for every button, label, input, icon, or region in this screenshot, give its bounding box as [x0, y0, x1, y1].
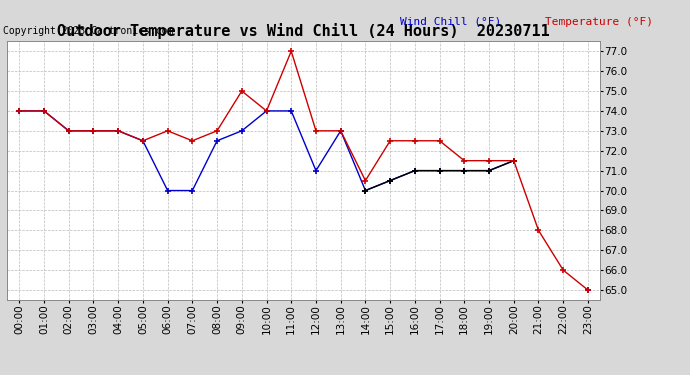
Text: Temperature (°F): Temperature (°F) — [545, 17, 653, 27]
Title: Outdoor Temperature vs Wind Chill (24 Hours)  20230711: Outdoor Temperature vs Wind Chill (24 Ho… — [57, 23, 550, 39]
Text: Wind Chill (°F): Wind Chill (°F) — [400, 17, 515, 27]
Text: Copyright 2023 Cartronics.com: Copyright 2023 Cartronics.com — [3, 26, 174, 36]
